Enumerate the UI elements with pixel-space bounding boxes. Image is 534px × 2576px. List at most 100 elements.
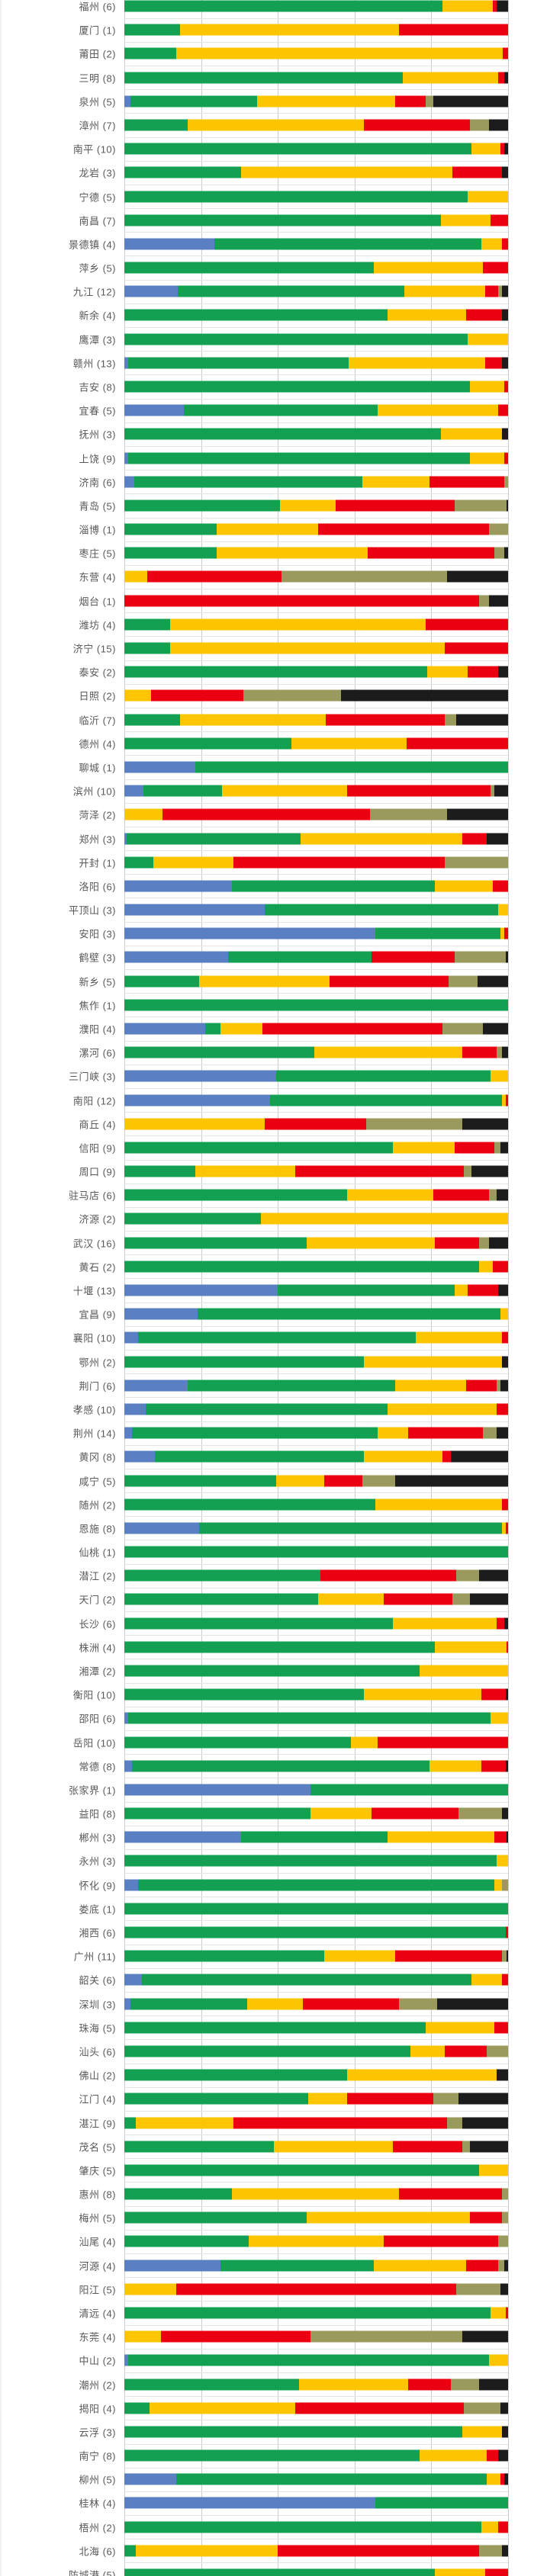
bar-segment-yellow[interactable] <box>222 785 347 797</box>
bar-segment-yellow[interactable] <box>373 2260 466 2272</box>
bar-segment-tan[interactable] <box>502 2211 508 2224</box>
bar-segment-yellow[interactable] <box>308 2093 347 2105</box>
bar-segment-blue[interactable] <box>124 1712 129 1724</box>
bar-segment-yellow[interactable] <box>387 1831 495 1843</box>
bar-segment-tan[interactable] <box>464 2402 500 2414</box>
bar-segment-yellow[interactable] <box>471 143 500 155</box>
bar-segment-green[interactable] <box>124 1189 347 1201</box>
bar-segment-yellow[interactable] <box>425 2022 495 2034</box>
bar-segment-green[interactable] <box>124 2164 480 2176</box>
bar-segment-yellow[interactable] <box>435 2568 485 2576</box>
bar-segment-green[interactable] <box>124 2211 307 2224</box>
bar-segment-black[interactable] <box>488 595 509 607</box>
bar-segment-tan[interactable] <box>458 1807 503 1820</box>
bar-segment-blue[interactable] <box>124 285 179 297</box>
bar-segment-yellow[interactable] <box>274 2141 394 2153</box>
bar-segment-blue[interactable] <box>124 1380 188 1392</box>
bar-segment-yellow[interactable] <box>124 1118 265 1130</box>
bar-segment-green[interactable] <box>241 1831 388 1843</box>
bar-segment-red[interactable] <box>462 833 487 844</box>
bar-segment-red[interactable] <box>294 1165 465 1177</box>
bar-segment-red[interactable] <box>160 2330 310 2343</box>
bar-segment-red[interactable] <box>502 238 508 250</box>
bar-segment-yellow[interactable] <box>124 570 148 583</box>
bar-segment-tan[interactable] <box>365 1118 462 1130</box>
bar-segment-black[interactable] <box>506 1688 508 1701</box>
bar-segment-yellow[interactable] <box>153 856 234 869</box>
bar-segment-green[interactable] <box>124 24 180 36</box>
bar-segment-red[interactable] <box>124 595 480 607</box>
bar-segment-yellow[interactable] <box>491 1712 508 1724</box>
bar-segment-green[interactable] <box>275 1070 491 1082</box>
bar-segment-red[interactable] <box>502 1331 508 1344</box>
bar-segment-blue[interactable] <box>124 785 144 797</box>
bar-segment-blue[interactable] <box>124 476 134 488</box>
bar-segment-yellow[interactable] <box>496 1855 508 1867</box>
bar-segment-black[interactable] <box>483 1023 508 1035</box>
bar-segment-red[interactable] <box>484 2568 509 2576</box>
bar-segment-black[interactable] <box>503 143 508 155</box>
bar-segment-red[interactable] <box>233 856 445 869</box>
bar-segment-red[interactable] <box>498 72 504 84</box>
bar-segment-red[interactable] <box>326 714 446 725</box>
bar-segment-tan[interactable] <box>454 951 507 963</box>
bar-segment-red[interactable] <box>506 1641 509 1653</box>
bar-segment-yellow[interactable] <box>346 2069 497 2081</box>
bar-segment-tan[interactable] <box>502 1950 507 1962</box>
bar-segment-tan[interactable] <box>464 1165 472 1177</box>
bar-segment-yellow[interactable] <box>393 1617 497 1630</box>
bar-segment-tan[interactable] <box>310 2330 462 2343</box>
bar-segment-green[interactable] <box>143 785 223 797</box>
bar-segment-red[interactable] <box>468 666 499 678</box>
bar-segment-green[interactable] <box>124 2022 426 2034</box>
bar-segment-yellow[interactable] <box>420 1665 508 1677</box>
bar-segment-green[interactable] <box>124 119 188 131</box>
bar-segment-black[interactable] <box>469 1593 509 1605</box>
bar-segment-green[interactable] <box>124 856 153 869</box>
bar-segment-black[interactable] <box>506 1831 509 1843</box>
bar-segment-yellow[interactable] <box>179 714 327 725</box>
bar-segment-red[interactable] <box>481 1688 507 1701</box>
bar-segment-black[interactable] <box>496 2069 508 2081</box>
bar-segment-yellow[interactable] <box>402 72 499 84</box>
bar-segment-blue[interactable] <box>124 238 215 250</box>
bar-segment-yellow[interactable] <box>310 1807 372 1820</box>
bar-segment-tan[interactable] <box>483 1427 497 1439</box>
bar-segment-black[interactable] <box>488 1237 508 1249</box>
bar-segment-tan[interactable] <box>487 2045 508 2057</box>
bar-segment-black[interactable] <box>498 2449 509 2462</box>
bar-segment-yellow[interactable] <box>256 95 395 108</box>
bar-segment-yellow[interactable] <box>220 1023 263 1035</box>
bar-segment-blue[interactable] <box>124 1760 133 1772</box>
bar-segment-green[interactable] <box>132 1760 429 1772</box>
bar-segment-red[interactable] <box>406 737 509 750</box>
bar-segment-black[interactable] <box>487 833 508 844</box>
bar-segment-green[interactable] <box>124 2426 462 2438</box>
bar-segment-black[interactable] <box>500 1380 509 1392</box>
bar-segment-yellow[interactable] <box>124 808 163 821</box>
bar-segment-red[interactable] <box>462 1046 497 1058</box>
bar-segment-red[interactable] <box>433 1189 489 1201</box>
bar-segment-blue[interactable] <box>124 452 129 464</box>
bar-segment-black[interactable] <box>450 1450 508 1463</box>
bar-segment-red[interactable] <box>484 357 503 369</box>
bar-segment-black[interactable] <box>502 1046 508 1058</box>
bar-segment-green[interactable] <box>124 262 374 274</box>
bar-segment-red[interactable] <box>425 618 508 631</box>
bar-segment-green[interactable] <box>124 2521 481 2533</box>
bar-segment-blue[interactable] <box>124 1784 310 1796</box>
bar-segment-red[interactable] <box>346 2093 433 2105</box>
bar-segment-tan[interactable] <box>398 1998 437 2009</box>
bar-segment-red[interactable] <box>162 808 370 821</box>
bar-segment-red[interactable] <box>346 785 491 797</box>
bar-segment-red[interactable] <box>498 404 508 416</box>
bar-segment-black[interactable] <box>479 1569 508 1582</box>
bar-segment-green[interactable] <box>124 2449 420 2462</box>
bar-segment-yellow[interactable] <box>364 1450 443 1463</box>
bar-segment-black[interactable] <box>502 1807 508 1820</box>
bar-segment-yellow[interactable] <box>364 1688 481 1701</box>
bar-segment-tan[interactable] <box>445 856 508 869</box>
bar-segment-green[interactable] <box>124 2307 491 2319</box>
bar-segment-green[interactable] <box>124 1475 276 1486</box>
bar-segment-tan[interactable] <box>502 1879 509 1891</box>
